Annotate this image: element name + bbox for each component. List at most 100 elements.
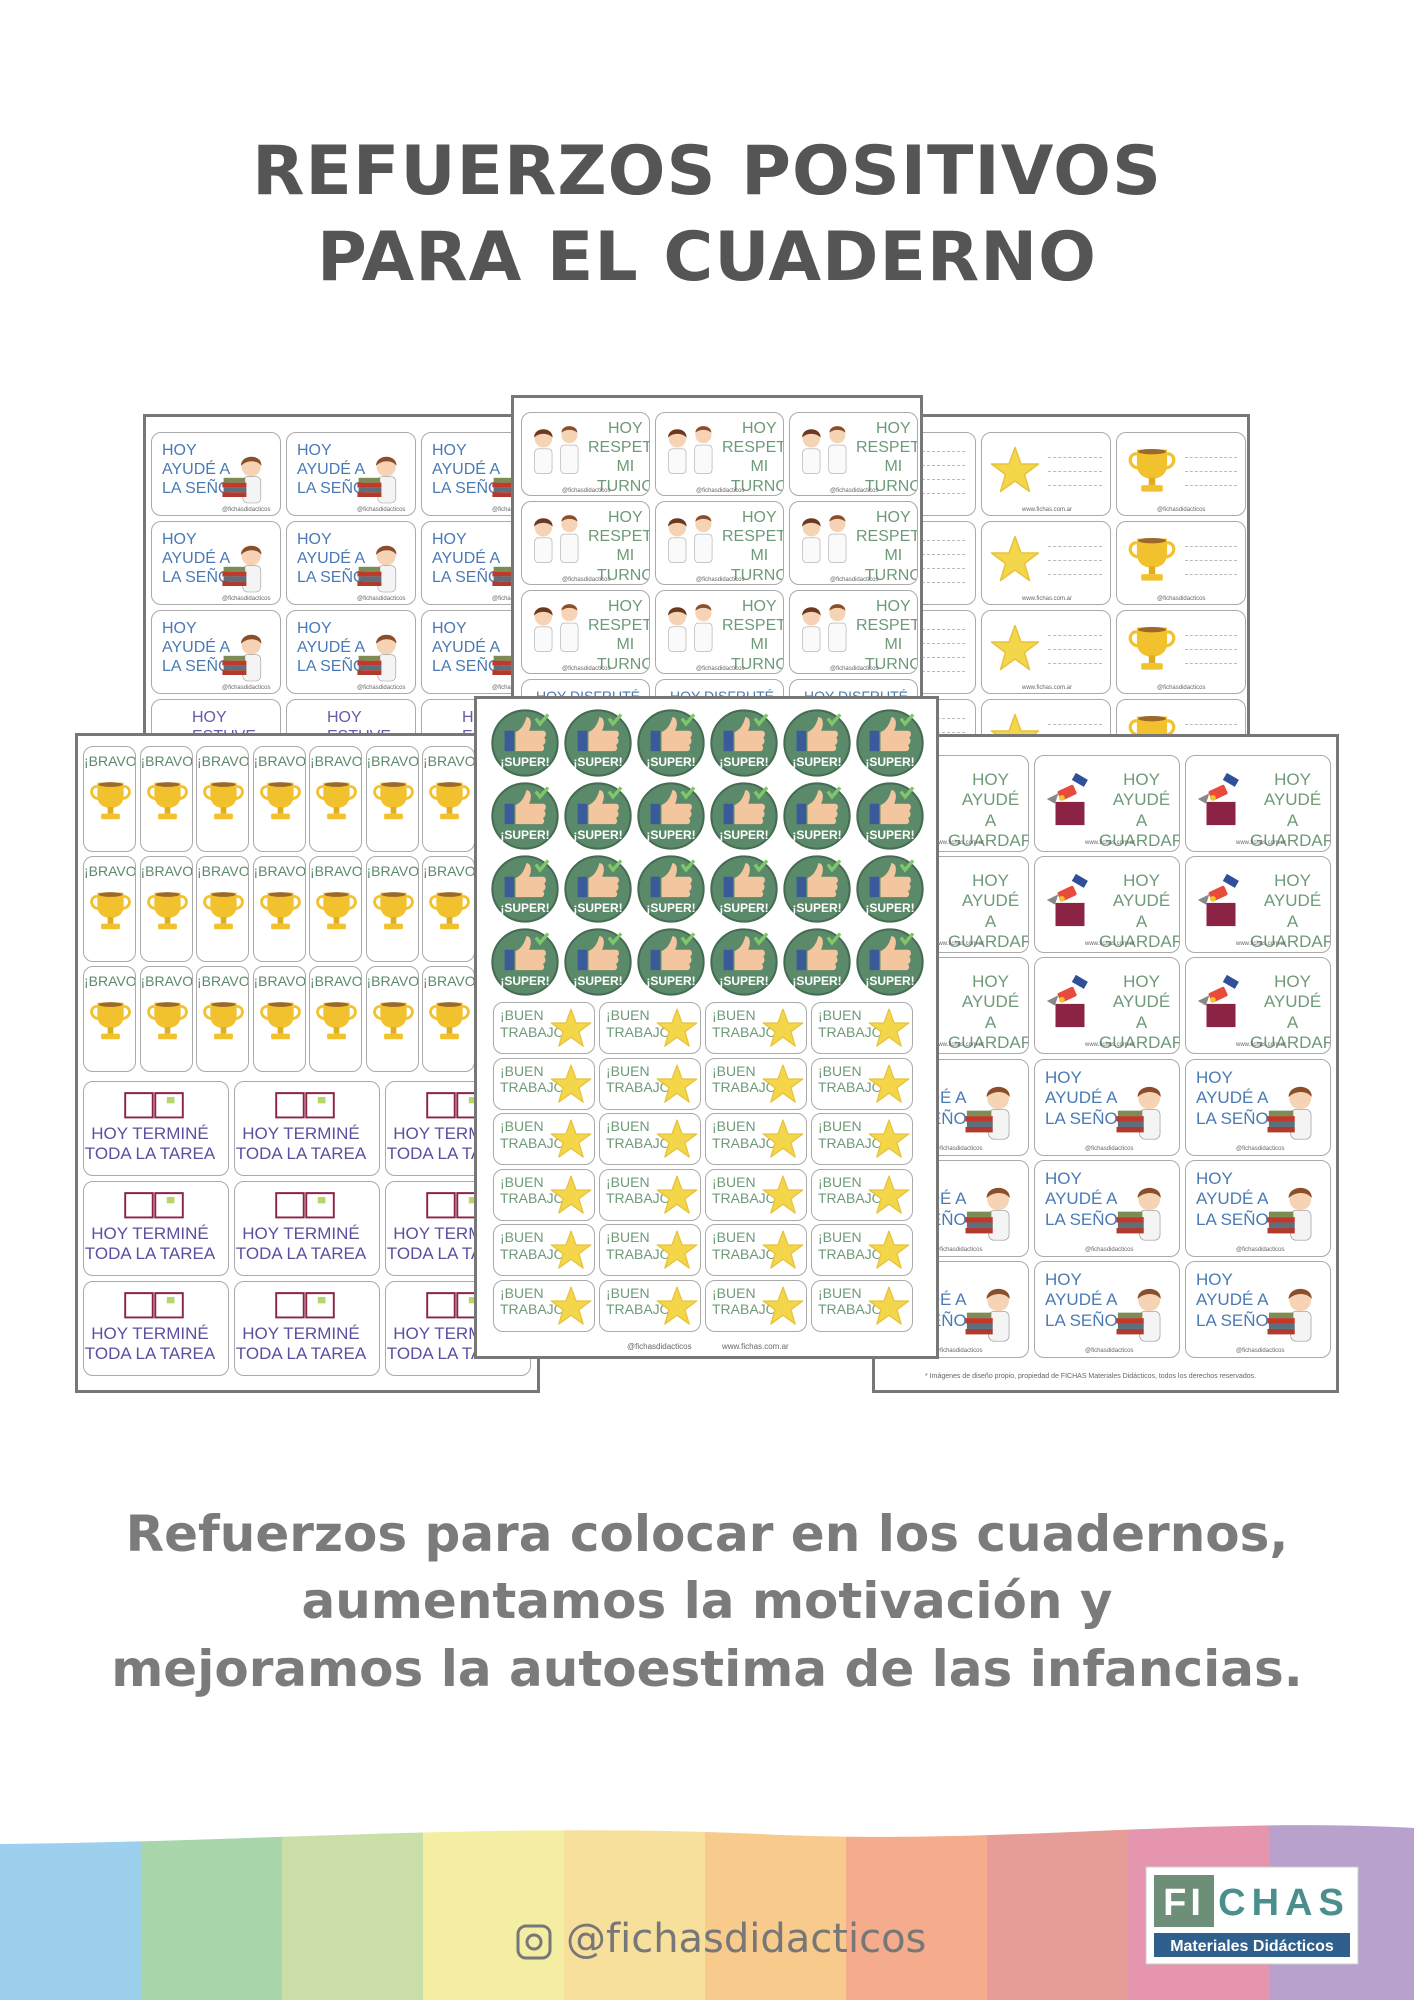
sticker-label: ¡SUPER! <box>573 755 623 769</box>
icon-part <box>124 1292 184 1319</box>
sticker-credit: @fichasdidacticos <box>1085 1247 1134 1253</box>
icon-part <box>376 545 397 555</box>
sticker-credit: @fichasdidacticos <box>627 1342 692 1351</box>
icon-part <box>802 515 847 563</box>
icon-part <box>560 533 579 563</box>
icon-part <box>358 655 381 661</box>
sticker-credit: www.fichas.com.ar <box>1022 507 1073 513</box>
icon-thumb <box>783 928 851 996</box>
icon-part <box>267 1002 293 1007</box>
sticker-label: ¡BRAVO! <box>84 973 136 989</box>
icon-part <box>868 1230 910 1269</box>
icon-part <box>802 537 821 563</box>
sticker-label: HOY AYUDÉ A GUARDAR <box>1099 972 1180 1053</box>
icon-part <box>275 1292 335 1319</box>
icon-part <box>561 605 578 622</box>
icon-part <box>266 1002 294 1029</box>
icon-part <box>880 936 911 971</box>
icon-part <box>534 607 553 616</box>
icon-part <box>534 932 550 946</box>
icon-part <box>856 855 924 923</box>
icon-part <box>492 581 517 586</box>
dashed-line <box>1048 649 1102 650</box>
icon-part <box>383 923 403 930</box>
sticker-credit: @fichasdidacticos <box>1157 685 1206 691</box>
icon-part <box>440 1033 459 1040</box>
icon-part <box>868 1008 910 1047</box>
icon-part <box>668 604 713 652</box>
icon-part <box>437 782 462 787</box>
icon-part <box>357 482 382 488</box>
icon-part <box>1197 772 1239 826</box>
icon-part <box>656 1119 698 1158</box>
icon-star <box>656 1118 698 1160</box>
icon-part <box>241 545 262 555</box>
icon-part <box>222 571 247 577</box>
icon-star <box>868 1229 910 1271</box>
icon-part <box>429 782 470 820</box>
icon-part <box>1267 1217 1295 1223</box>
icon-part <box>1136 627 1168 657</box>
icon-part <box>146 782 188 820</box>
icon-part <box>97 1002 124 1029</box>
sticker: HOY RESPETÉ MI TURNO@fichasdidacticos <box>521 501 650 585</box>
icon-frame <box>516 1924 552 1960</box>
icon-kid <box>349 538 409 598</box>
sticker: HOY AYUDÉ A LA SEÑO @fichasdidacticos <box>151 610 281 694</box>
icon-trophy <box>370 887 417 947</box>
sticker: ¡BUEN TRABAJO! <box>811 1057 913 1110</box>
icon-part <box>868 1174 910 1214</box>
icon-part <box>101 923 120 930</box>
sticker-credit: @fichasdidacticos <box>357 507 406 513</box>
icon-part <box>1268 1110 1294 1117</box>
icon-star <box>550 1007 592 1049</box>
icon-part <box>436 892 463 919</box>
sticker-round: ¡SUPER! <box>783 855 851 923</box>
sticker: @fichasdidacticos <box>1116 521 1246 605</box>
icon-part <box>1055 902 1085 927</box>
dashed-line <box>1048 724 1102 725</box>
icon-part <box>222 545 262 593</box>
icon-part <box>1222 772 1239 787</box>
icon-part <box>1267 1318 1295 1324</box>
icon-star <box>762 1063 804 1105</box>
icon-thumb <box>856 855 924 923</box>
sticker-label: HOY RESPETÉ MI TURNO <box>856 598 918 673</box>
icon-part <box>154 892 180 897</box>
sticker-label: HOY TERMINÉ TODA LA TAREA <box>84 1124 216 1164</box>
icon-part <box>241 456 262 466</box>
sticker-round: ¡SUPER! <box>564 709 632 777</box>
icon-part <box>275 1292 335 1319</box>
sticker: www.fichas.com.ar <box>981 521 1111 605</box>
icon-part <box>965 1227 993 1234</box>
icon-part <box>869 730 880 752</box>
icon-thumb <box>491 855 559 923</box>
icon-part <box>607 932 623 946</box>
sticker: ¡BRAVO! <box>422 746 475 852</box>
icon-part <box>868 1230 910 1269</box>
icon-part <box>1141 663 1163 670</box>
sticker-label: ¡BUEN TRABAJO! <box>712 1062 781 1096</box>
icon-thumb <box>491 782 559 850</box>
icon-part <box>1046 995 1059 1006</box>
icon-kid <box>1107 1280 1175 1348</box>
icon-part <box>561 516 578 533</box>
sticker: ¡BUEN TRABAJO! <box>493 1279 595 1332</box>
sticker: HOY RESPETÉ MI TURNO@fichasdidacticos <box>655 412 784 496</box>
sticker: ¡BUEN TRABAJO! <box>811 1224 913 1276</box>
icon-trophy <box>200 777 247 837</box>
icon-part <box>802 426 847 474</box>
icon-part <box>1197 894 1210 905</box>
sticker-credit: @fichasdidacticos <box>696 577 745 583</box>
icon-part <box>1058 996 1065 1003</box>
instagram-icon <box>516 1924 552 1960</box>
sticker-credit: www.fichas.com.ar <box>1085 1042 1136 1048</box>
icon-trophy <box>200 887 247 947</box>
icon-part <box>390 1027 396 1034</box>
icon-part <box>210 892 237 919</box>
icon-toy <box>1041 972 1099 1036</box>
icon-trophy <box>1125 443 1179 497</box>
icon-pair <box>660 419 722 489</box>
icon-part <box>966 1323 993 1329</box>
sticker: ¡BRAVO! <box>252 856 306 962</box>
